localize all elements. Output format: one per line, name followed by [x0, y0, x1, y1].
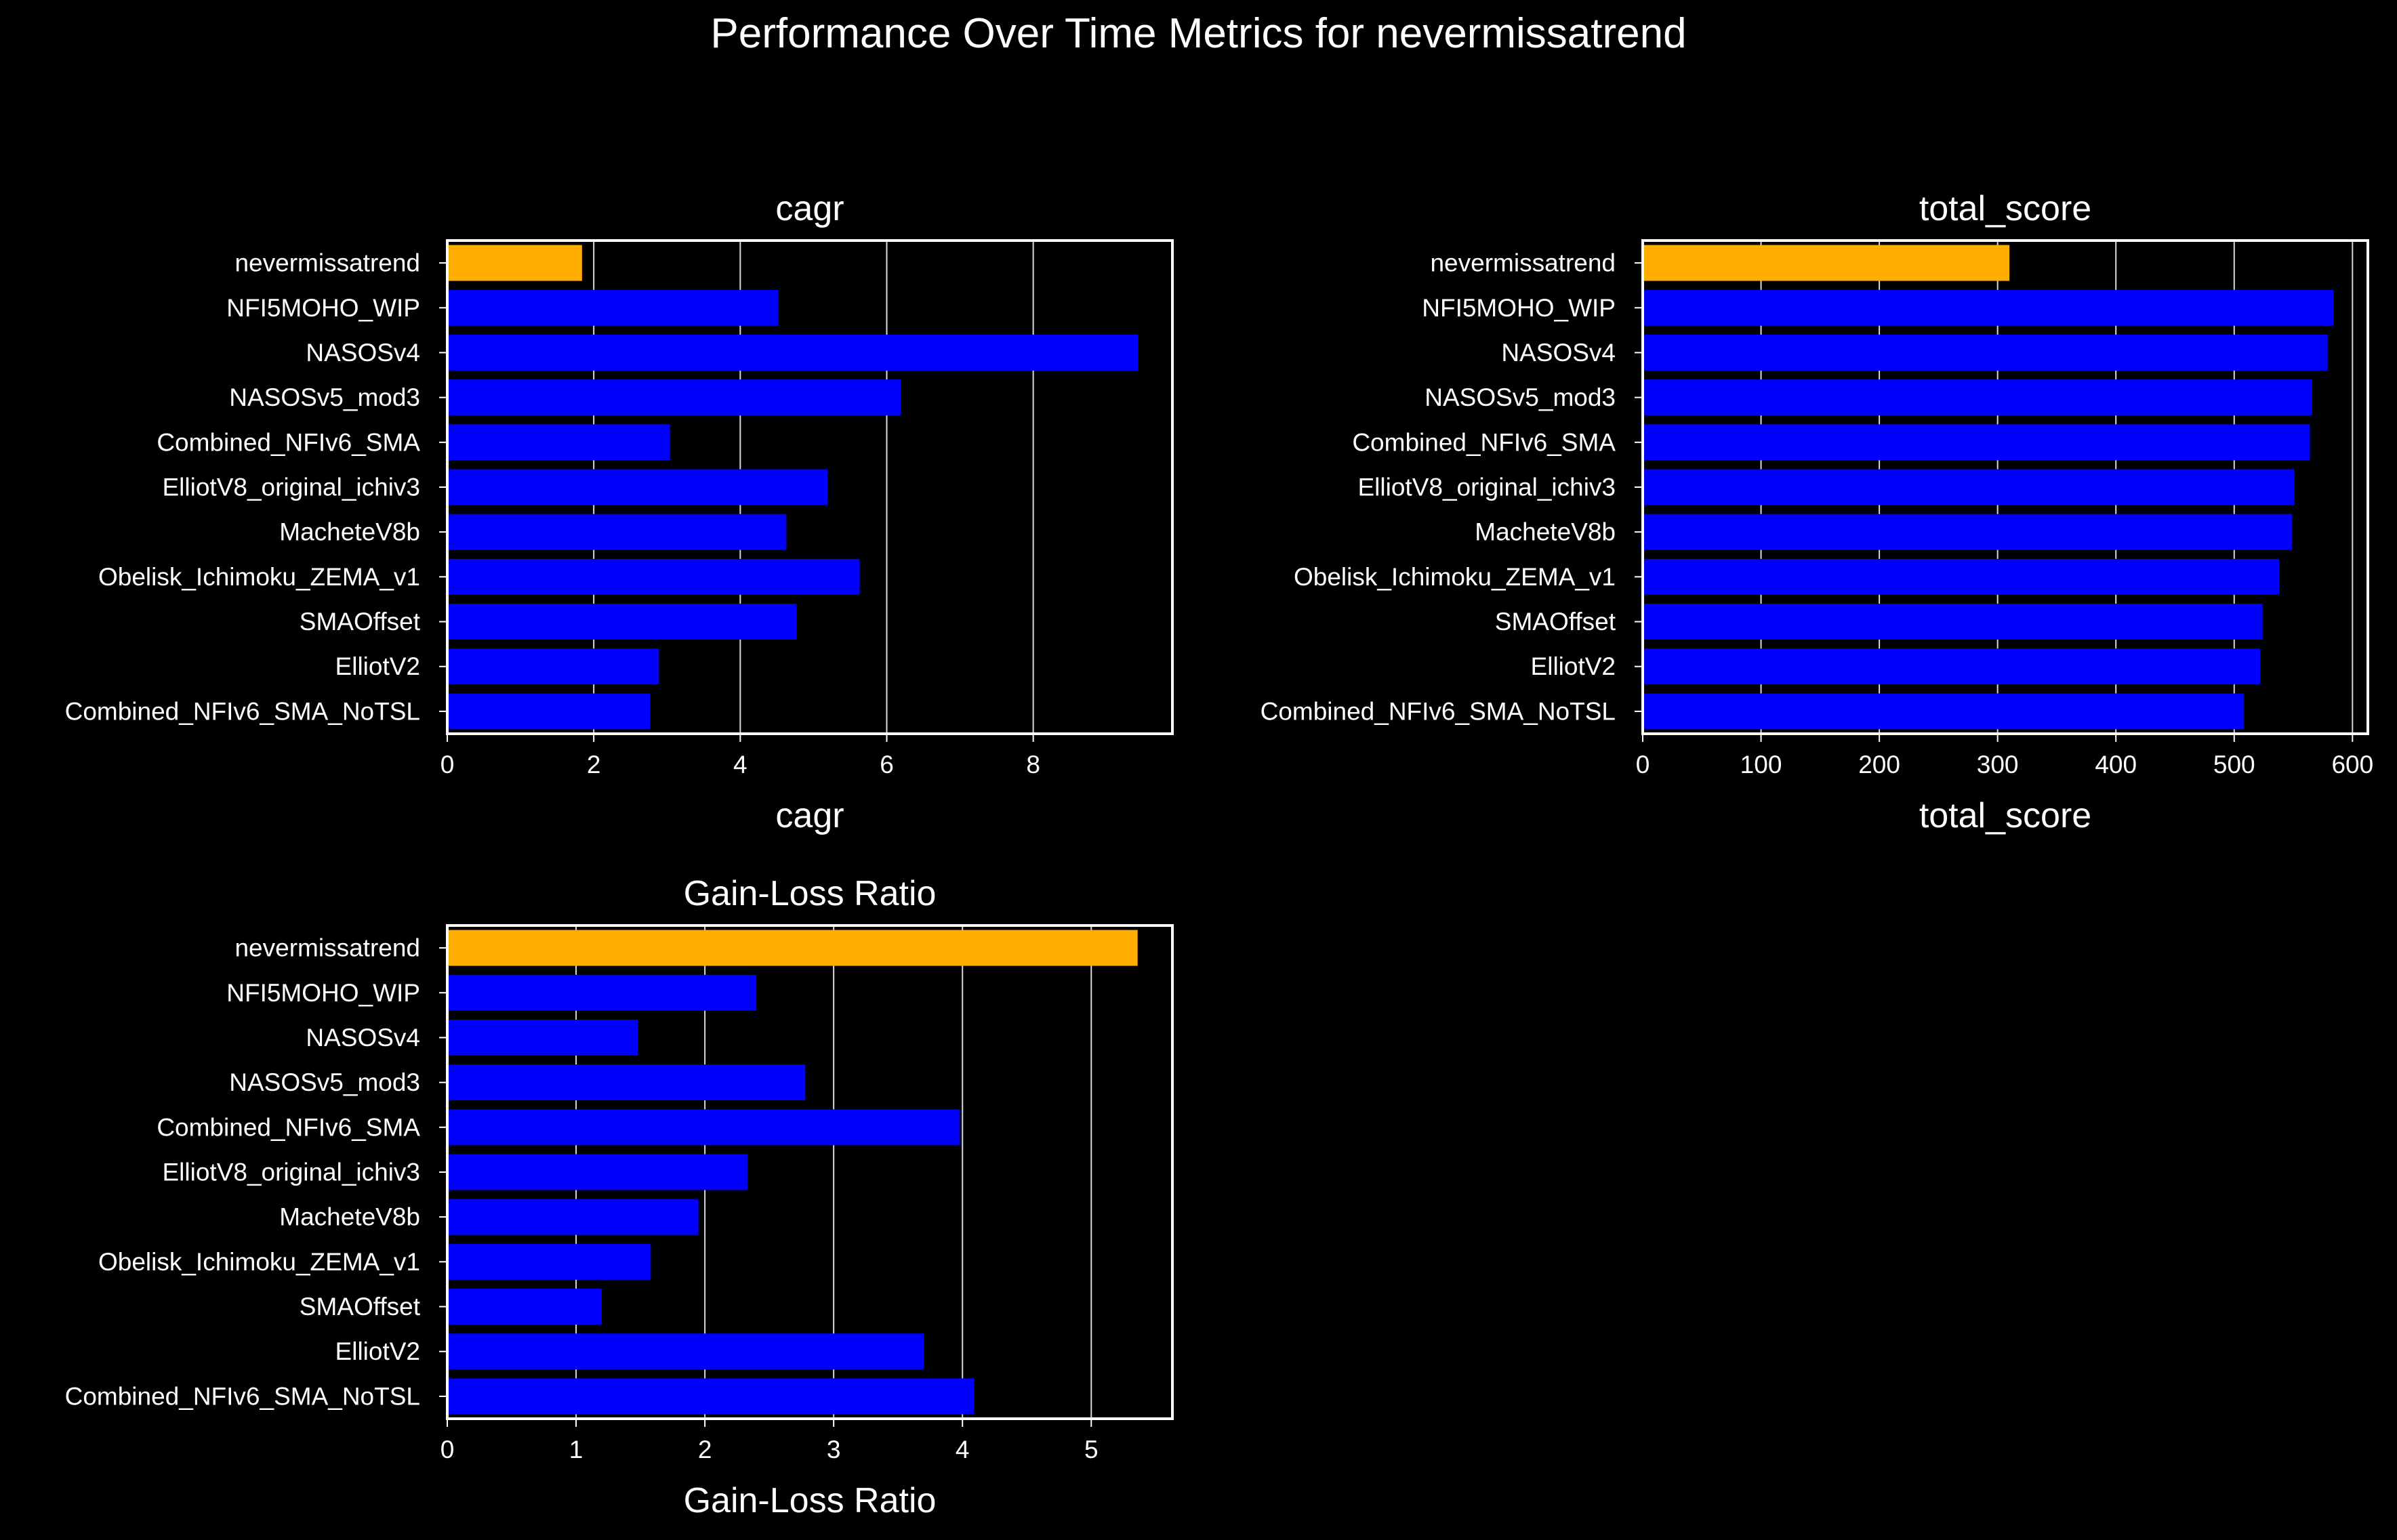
cagr-category-label: Combined_NFIv6_SMA_NoTSL — [65, 697, 420, 725]
cagr-bar-machetev8b — [447, 514, 787, 550]
total-score-x-tick-label: 500 — [2213, 751, 2255, 778]
gain-loss-ratio-bar-obelisk-ichimoku-zema-v1 — [447, 1243, 651, 1280]
cagr-category-label: NASOSv4 — [306, 339, 420, 367]
total-score-category-label: MacheteV8b — [1475, 518, 1616, 546]
cagr-bar-nevermissatrend — [447, 245, 582, 281]
total-score-category-label: ElliotV2 — [1531, 652, 1616, 680]
cagr-chart: nevermissatrend NFI5MOHO_WIP NASOSv4 NASOSv… — [65, 189, 1174, 835]
total-score-bar-machetev8b — [1643, 514, 2293, 550]
total-score-category-label: Obelisk_Ichimoku_ZEMA_v1 — [1294, 563, 1616, 591]
cagr-x-tick-label: 2 — [587, 751, 601, 778]
cagr-x-tick-label: 4 — [733, 751, 747, 778]
gain-loss-ratio-chart-title: Gain-Loss Ratio — [684, 874, 937, 913]
gain-loss-ratio-bar-nfi5moho-wip — [447, 974, 757, 1011]
cagr-category-label: SMAOffset — [300, 608, 421, 636]
cagr-bar-combined-nfiv6-sma-notsl — [447, 693, 651, 730]
total-score-category-label: nevermissatrend — [1430, 249, 1616, 277]
total-score-category-label: Combined_NFIv6_SMA_NoTSL — [1261, 697, 1616, 725]
total-score-chart-title: total_score — [1919, 189, 2091, 228]
gain-loss-ratio-category-label: MacheteV8b — [279, 1203, 420, 1231]
total-score-x-tick-label: 0 — [1636, 751, 1650, 778]
cagr-x-tick-label: 6 — [880, 751, 894, 778]
gain-loss-ratio-category-label: NFI5MOHO_WIP — [226, 979, 420, 1007]
gain-loss-ratio-bar-combined-nfiv6-sma — [447, 1109, 960, 1146]
total-score-bar-nfi5moho-wip — [1643, 289, 2334, 326]
gain-loss-ratio-bar-nevermissatrend — [447, 930, 1138, 966]
total-score-x-axis-label: total_score — [1919, 796, 2091, 835]
cagr-x-tick-label: 0 — [441, 751, 455, 778]
cagr-category-label: NFI5MOHO_WIP — [226, 294, 420, 322]
gain-loss-ratio-bar-smaoffset — [447, 1289, 602, 1325]
gain-loss-ratio-x-axis-label: Gain-Loss Ratio — [684, 1481, 937, 1520]
gain-loss-ratio-category-label: Obelisk_Ichimoku_ZEMA_v1 — [98, 1248, 420, 1276]
total-score-category-label: SMAOffset — [1495, 608, 1616, 636]
cagr-category-label: Combined_NFIv6_SMA — [157, 428, 420, 456]
gain-loss-ratio-plot-frame — [446, 924, 1174, 1420]
gain-loss-ratio-category-label: nevermissatrend — [234, 934, 420, 962]
cagr-bar-smaoffset — [447, 604, 797, 640]
cagr-chart-title: cagr — [775, 189, 844, 228]
cagr-bar-elliotv2 — [447, 648, 659, 685]
total-score-category-label: ElliotV8_original_ichiv3 — [1358, 474, 1616, 501]
total-score-x-tick-label: 300 — [1977, 751, 2019, 778]
cagr-category-label: MacheteV8b — [279, 518, 420, 546]
cagr-bar-obelisk-ichimoku-zema-v1 — [447, 558, 860, 595]
cagr-plot-frame — [446, 239, 1174, 735]
total-score-bar-combined-nfiv6-sma — [1643, 424, 2310, 461]
gain-loss-ratio-bar-combined-nfiv6-sma-notsl — [447, 1378, 975, 1415]
cagr-x-axis-label: cagr — [775, 796, 844, 835]
cagr-bar-combined-nfiv6-sma — [447, 424, 670, 461]
gain-loss-ratio-bar-machetev8b — [447, 1199, 699, 1235]
gain-loss-ratio-category-label: ElliotV2 — [335, 1337, 420, 1365]
total-score-chart: nevermissatrend NFI5MOHO_WIP NASOSv4 NASOSv… — [1261, 189, 2374, 835]
cagr-x-tick-label: 8 — [1026, 751, 1040, 778]
total-score-plot-frame — [1641, 239, 2369, 735]
gain-loss-ratio-x-tick-label: 3 — [827, 1436, 841, 1463]
figure-title: Performance Over Time Metrics for neverm… — [710, 10, 1687, 57]
total-score-bar-combined-nfiv6-sma-notsl — [1643, 693, 2244, 730]
gain-loss-ratio-category-label: NASOSv4 — [306, 1024, 420, 1052]
gain-loss-ratio-bar-nasosv4 — [447, 1019, 638, 1056]
cagr-bar-nfi5moho-wip — [447, 289, 779, 326]
total-score-bar-nevermissatrend — [1643, 245, 2010, 281]
total-score-x-tick-label: 400 — [2095, 751, 2137, 778]
cagr-bar-nasosv4 — [447, 334, 1139, 371]
cagr-category-label: ElliotV8_original_ichiv3 — [163, 474, 421, 501]
gain-loss-ratio-category-label: SMAOffset — [300, 1293, 421, 1320]
gain-loss-ratio-category-label: NASOSv5_mod3 — [229, 1068, 420, 1096]
cagr-bar-elliotv8-original-ichiv3 — [447, 469, 827, 505]
total-score-bar-nasosv4 — [1643, 334, 2328, 371]
total-score-bar-elliotv8-original-ichiv3 — [1643, 469, 2295, 505]
total-score-category-label: NASOSv4 — [1501, 339, 1616, 367]
cagr-category-label: nevermissatrend — [234, 249, 420, 277]
gain-loss-ratio-chart: nevermissatrend NFI5MOHO_WIP NASOSv4 NASOSv… — [65, 874, 1174, 1520]
gain-loss-ratio-x-tick-label: 5 — [1084, 1436, 1099, 1463]
gain-loss-ratio-x-tick-label: 0 — [441, 1436, 455, 1463]
total-score-bar-elliotv2 — [1643, 648, 2261, 685]
total-score-bar-nasosv5-mod3 — [1643, 379, 2312, 416]
gain-loss-ratio-x-tick-label: 4 — [956, 1436, 970, 1463]
total-score-x-tick-label: 100 — [1740, 751, 1782, 778]
gain-loss-ratio-x-tick-label: 2 — [698, 1436, 712, 1463]
total-score-category-label: NASOSv5_mod3 — [1425, 383, 1616, 411]
cagr-category-label: Obelisk_Ichimoku_ZEMA_v1 — [98, 563, 420, 591]
total-score-bar-smaoffset — [1643, 604, 2263, 640]
gain-loss-ratio-category-label: Combined_NFIv6_SMA — [157, 1113, 420, 1141]
cagr-category-label: NASOSv5_mod3 — [229, 383, 420, 411]
cagr-bar-nasosv5-mod3 — [447, 379, 901, 416]
total-score-category-label: Combined_NFIv6_SMA — [1352, 428, 1616, 456]
gain-loss-ratio-bar-elliotv2 — [447, 1333, 924, 1370]
gain-loss-ratio-bar-elliotv8-original-ichiv3 — [447, 1154, 747, 1190]
gain-loss-ratio-bar-nasosv5-mod3 — [447, 1064, 806, 1101]
total-score-x-tick-label: 600 — [2331, 751, 2373, 778]
gain-loss-ratio-x-tick-label: 1 — [569, 1436, 583, 1463]
gain-loss-ratio-category-label: Combined_NFIv6_SMA_NoTSL — [65, 1382, 420, 1410]
gain-loss-ratio-category-label: ElliotV8_original_ichiv3 — [163, 1159, 421, 1186]
cagr-category-label: ElliotV2 — [335, 652, 420, 680]
total-score-x-tick-label: 200 — [1858, 751, 1900, 778]
total-score-category-label: NFI5MOHO_WIP — [1422, 294, 1616, 322]
total-score-bar-obelisk-ichimoku-zema-v1 — [1643, 558, 2280, 595]
